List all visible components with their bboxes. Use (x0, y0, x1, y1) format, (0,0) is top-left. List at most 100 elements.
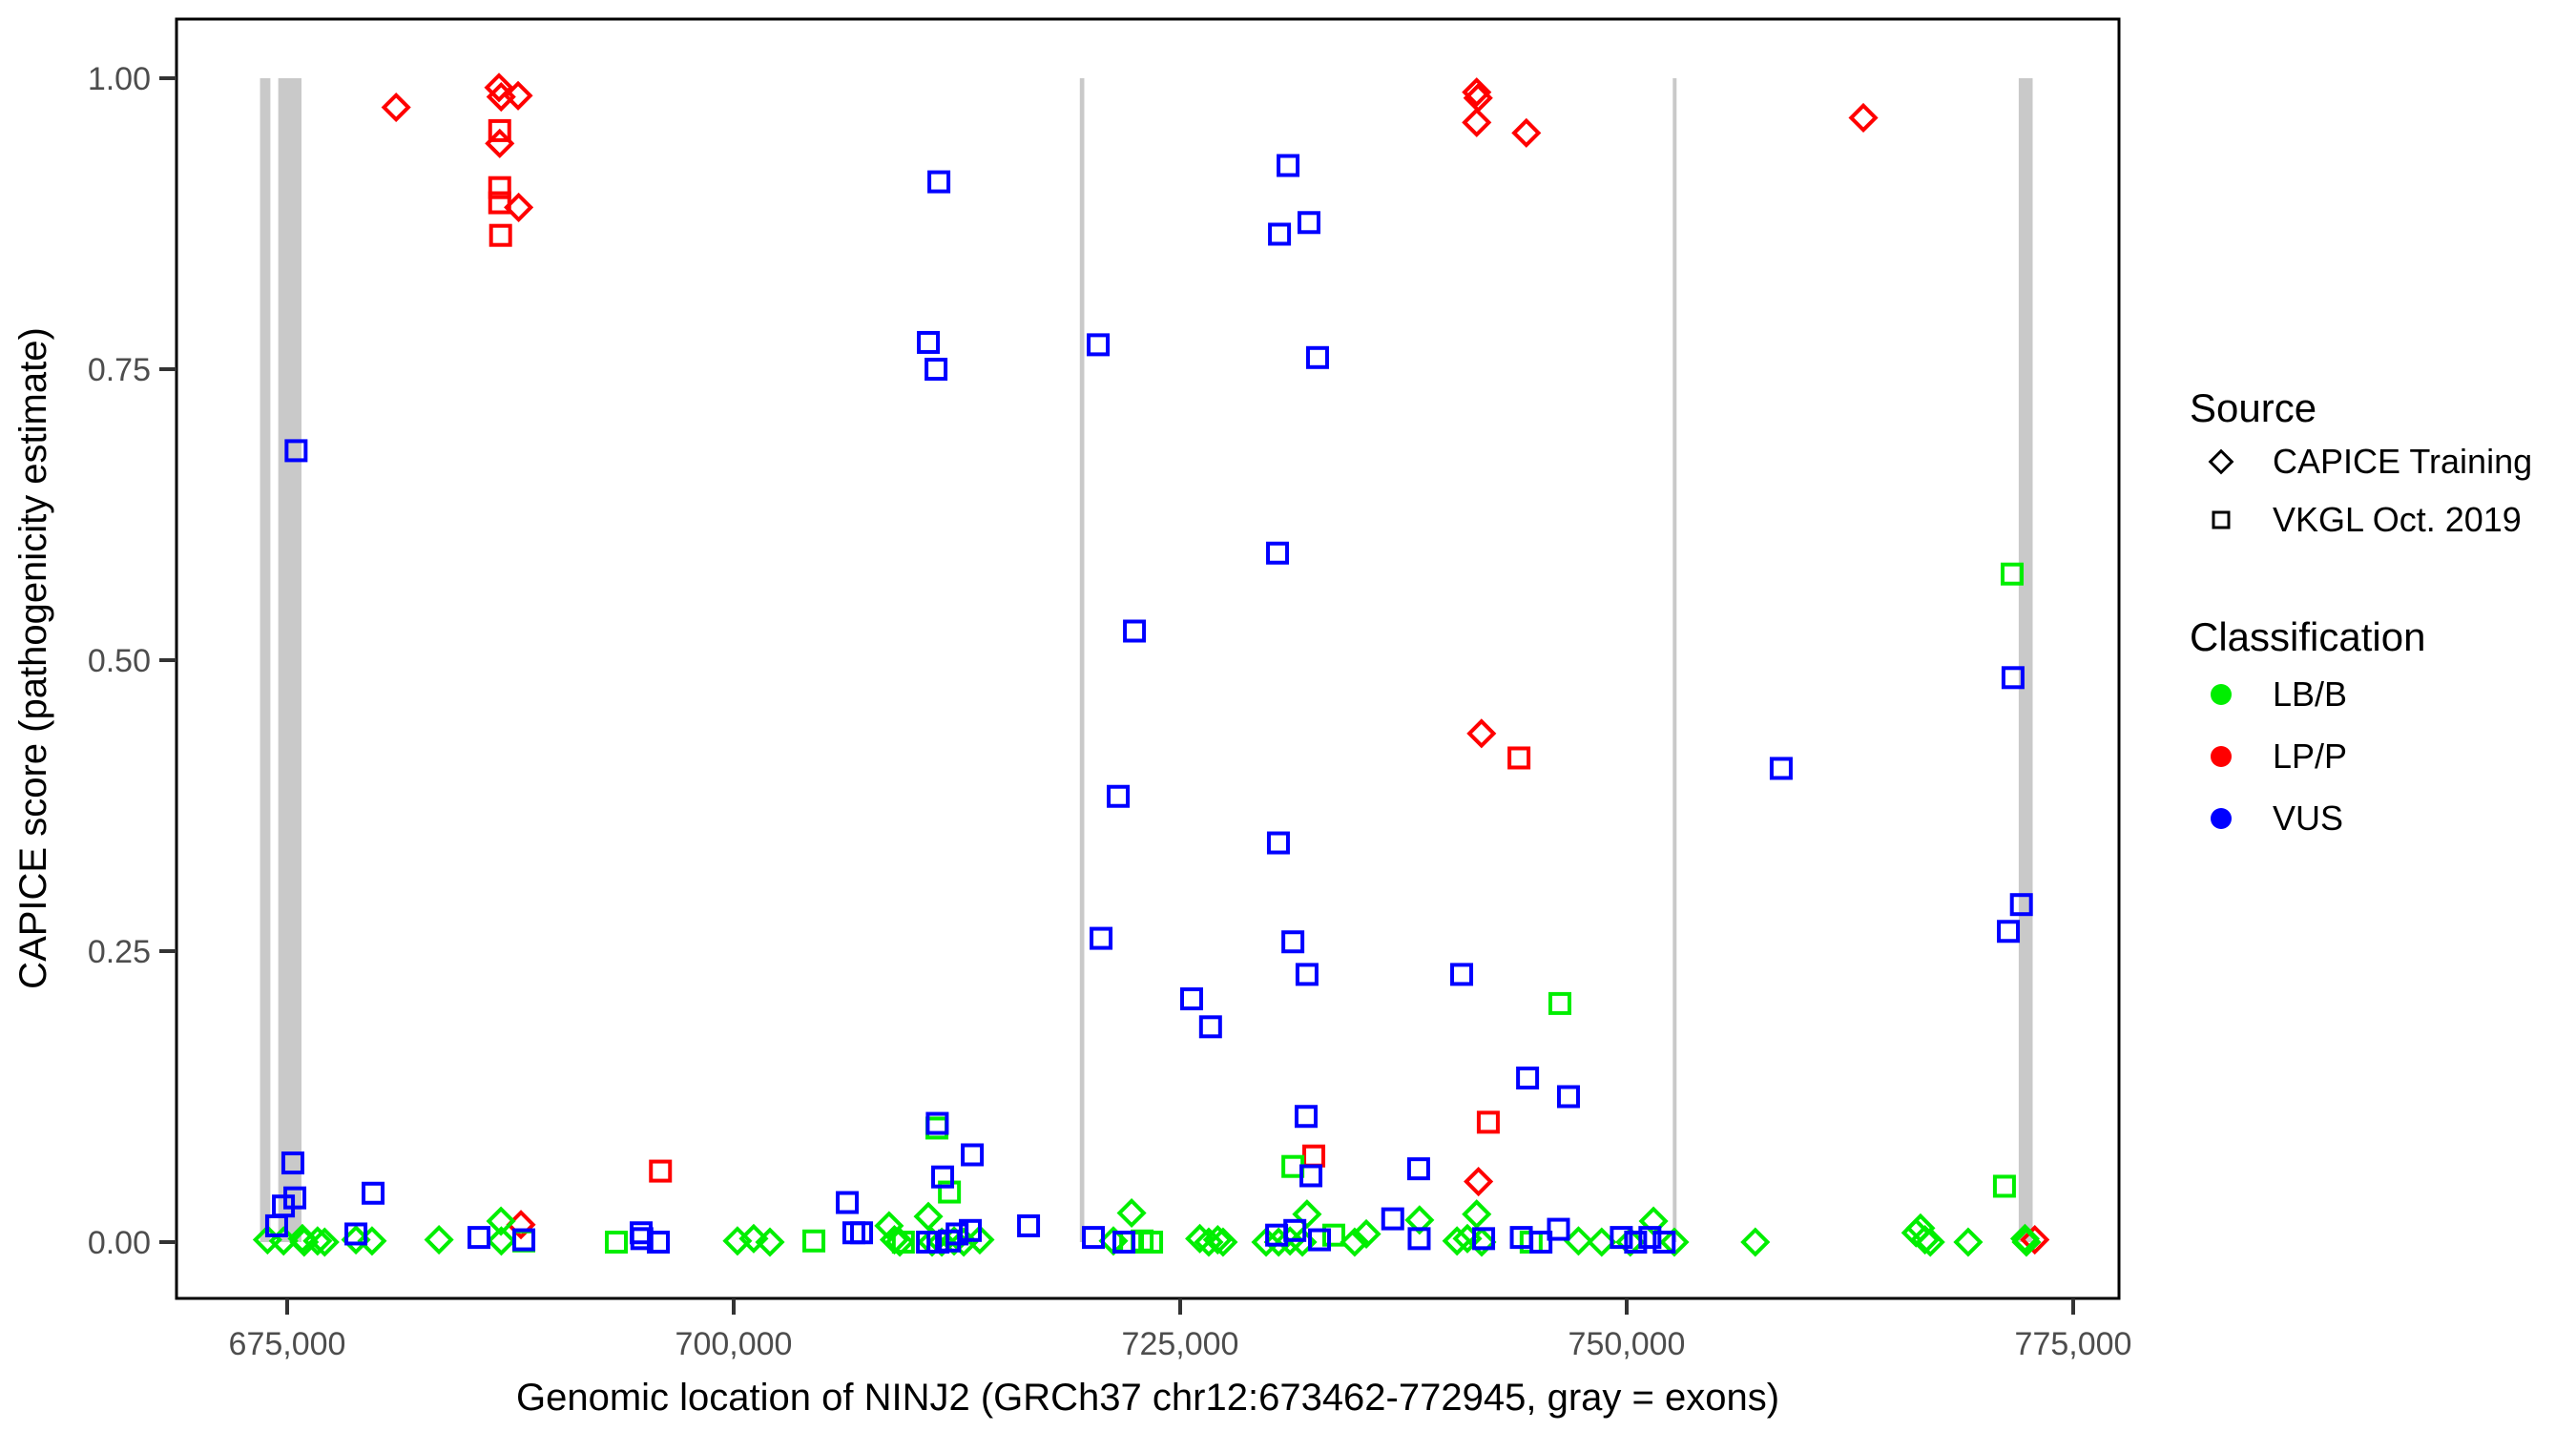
legend-source-item-label: CAPICE Training (2273, 442, 2532, 481)
data-point-square (1297, 211, 1320, 235)
data-point-square (850, 1221, 874, 1245)
data-point-diamond (1905, 1213, 1936, 1243)
data-point-diamond (486, 81, 516, 113)
data-point-square (1450, 963, 1474, 986)
data-point-diamond (485, 128, 515, 158)
exon-bar (1672, 78, 1677, 1242)
data-point-square (1266, 831, 1290, 855)
data-point-square (1624, 1231, 1648, 1254)
y-tick-label: 0.25 (88, 934, 151, 970)
legend-classification-items: LB/B LP/P VUS (2211, 674, 2347, 838)
legend-classification-item-label: VUS (2273, 798, 2343, 838)
data-point-diamond (1740, 1227, 1771, 1257)
exon-bar (278, 78, 301, 1242)
data-point-diamond (1587, 1227, 1617, 1257)
data-point-square (2009, 893, 2033, 917)
data-point-diamond (309, 1227, 340, 1257)
data-point-square (284, 439, 308, 463)
data-point-square (2000, 562, 2024, 586)
data-points (252, 73, 2050, 1257)
data-point-square (938, 1180, 962, 1204)
data-point-diamond (503, 80, 533, 111)
data-point-square (1277, 154, 1300, 177)
data-point-square (488, 176, 511, 199)
data-point-square (1198, 1015, 1222, 1039)
legend: Source CAPICE Training VKGL Oct. 2019 Cla… (2190, 385, 2532, 838)
data-point-diamond (1463, 83, 1493, 114)
data-point-diamond (1462, 77, 1492, 108)
data-point-diamond (1848, 102, 1879, 134)
data-point-square (1997, 920, 2021, 944)
data-point-square (917, 330, 941, 354)
legend-classification-item-label: LP/P (2273, 736, 2347, 776)
data-point-square (1294, 1105, 1318, 1129)
x-axis: 675,000 700,000 725,000 750,000 775,000 (229, 1298, 2131, 1362)
data-point-square (924, 358, 948, 381)
legend-square-icon (2212, 510, 2231, 529)
data-point-diamond (302, 1226, 333, 1256)
data-point-square (1302, 1144, 1326, 1168)
data-point-square (362, 1181, 385, 1205)
data-point-diamond (486, 1206, 516, 1236)
data-point-square (1281, 930, 1305, 954)
data-point-square (1123, 619, 1147, 643)
data-point-square (1087, 333, 1111, 357)
exon-bars (260, 78, 2033, 1242)
data-point-square (1992, 1174, 2016, 1198)
data-point-square (1556, 1085, 1580, 1109)
data-point-square (1769, 757, 1793, 780)
x-tick-label: 725,000 (1122, 1326, 1239, 1362)
data-point-square (467, 1226, 491, 1250)
exon-bar (2018, 78, 2033, 1242)
data-point-square (802, 1229, 826, 1253)
data-point-square (283, 1186, 307, 1210)
data-point-diamond (504, 192, 534, 222)
y-tick-label: 0.50 (88, 643, 151, 679)
legend-classification-title: Classification (2190, 614, 2425, 659)
data-point-diamond (1466, 718, 1497, 749)
data-point-square (1082, 1226, 1106, 1250)
data-point-square (605, 1231, 629, 1254)
x-tick-label: 700,000 (675, 1326, 793, 1362)
data-point-square (1299, 1164, 1323, 1188)
legend-diamond-icon (2208, 448, 2234, 475)
data-point-square (344, 1222, 368, 1246)
data-point-square (959, 1218, 983, 1242)
data-point-diamond (381, 92, 411, 123)
data-point-square (1638, 1226, 1662, 1250)
y-axis-title: CAPICE score (pathogenicity estimate) (12, 327, 54, 989)
data-point-square (1407, 1227, 1431, 1251)
exon-bar (1079, 78, 1085, 1242)
data-point-square (1507, 746, 1531, 770)
x-tick-label: 750,000 (1568, 1326, 1686, 1362)
data-point-square (1017, 1213, 1041, 1237)
legend-classification-item-label: LB/B (2273, 674, 2347, 714)
data-point-diamond (1351, 1218, 1381, 1250)
data-point-diamond (965, 1225, 995, 1255)
legend-source-items: CAPICE Training VKGL Oct. 2019 (2208, 442, 2532, 539)
data-point-square (1090, 926, 1113, 950)
data-point-square (2001, 666, 2025, 690)
data-point-square (1295, 963, 1319, 986)
data-point-square (961, 1143, 985, 1167)
data-point-square (836, 1191, 860, 1214)
data-point-square (1305, 345, 1329, 369)
legend-color-dot-icon (2211, 684, 2232, 705)
legend-source-item-label: VKGL Oct. 2019 (2273, 500, 2522, 539)
data-point-square (1112, 1231, 1136, 1254)
data-point-diamond (1659, 1227, 1690, 1257)
data-point-diamond (1208, 1227, 1238, 1257)
data-point-diamond (2011, 1227, 2042, 1257)
data-point-square (488, 118, 511, 142)
data-point-square (1548, 991, 1571, 1015)
data-point-square (1516, 1066, 1540, 1089)
data-point-square (925, 1111, 949, 1135)
data-point-square (1381, 1207, 1404, 1231)
data-point-square (488, 191, 511, 215)
data-point-diamond (1404, 1205, 1435, 1235)
data-point-square (1107, 784, 1131, 808)
data-point-square (1321, 1223, 1345, 1247)
data-point-square (1140, 1231, 1164, 1254)
